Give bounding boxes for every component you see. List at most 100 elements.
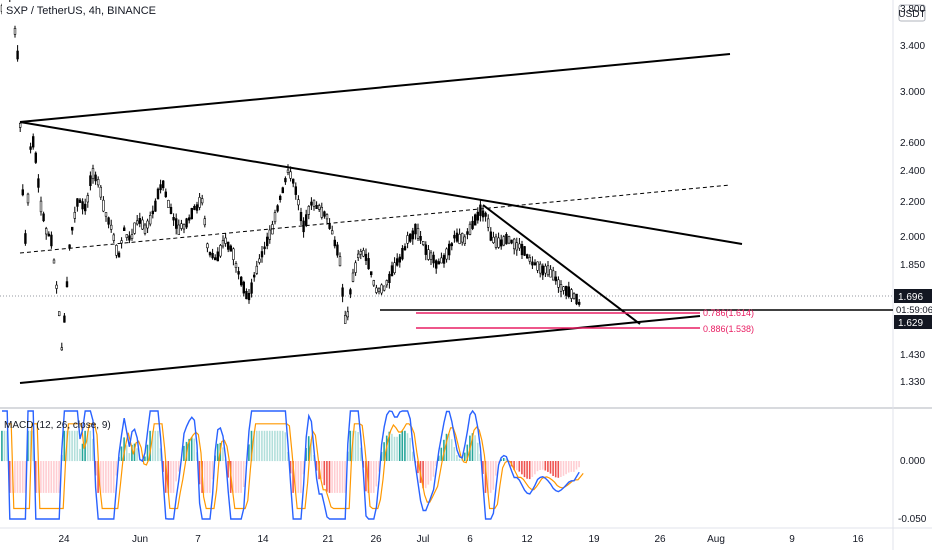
candle-body: [486, 218, 490, 228]
price-tick: 3.400: [900, 41, 925, 52]
macd-histogram-bar: [398, 434, 401, 461]
macd-histogram-bar: [16, 461, 19, 493]
macd-histogram-bar: [81, 443, 84, 461]
dashed-midline[interactable]: [19, 184, 731, 254]
candle-body: [250, 282, 253, 294]
short-descending-trendline[interactable]: [482, 204, 641, 325]
candle-body: [346, 311, 349, 318]
time-tick: 9: [789, 534, 795, 545]
macd-histogram-bar: [261, 430, 263, 462]
candle-body: [533, 262, 537, 266]
macd-histogram-bar: [258, 430, 261, 462]
candle-body: [188, 217, 191, 221]
candle-body: [180, 223, 183, 229]
macd-histogram-bar: [380, 451, 383, 461]
upper-rising-trendline[interactable]: [19, 53, 731, 123]
macd-histogram-bar: [482, 461, 484, 474]
candle-body: [525, 254, 529, 259]
candle-body: [255, 265, 258, 274]
fib-0886-label: 0.886(1.538): [703, 324, 754, 334]
macd-histogram-bar: [539, 461, 541, 470]
candle-body: [182, 224, 186, 230]
candle-body: [65, 281, 69, 288]
candle-body: [440, 257, 443, 264]
candle-body: [214, 257, 217, 261]
macd-histogram-bar: [534, 461, 536, 475]
candle-body: [333, 239, 336, 247]
symbol-title[interactable]: SXP / TetherUS, 4h, BINANCE: [6, 5, 156, 17]
macd-histogram-bar: [573, 461, 575, 472]
candle-body: [245, 290, 248, 300]
macd-histogram-bar: [227, 461, 229, 478]
macd-histogram-bar: [484, 461, 487, 493]
macd-histogram-bar: [313, 455, 315, 461]
time-tick: 21: [322, 534, 334, 545]
currency-badge[interactable]: [898, 4, 926, 22]
time-tick: 26: [654, 534, 666, 545]
macd-histogram-bar: [172, 461, 175, 493]
candle-body: [492, 236, 495, 243]
candle-body: [359, 251, 362, 255]
macd-histogram-bar: [445, 433, 448, 461]
macd-histogram-bar: [105, 461, 107, 493]
candle-body: [312, 199, 316, 207]
macd-histogram-bar: [393, 436, 396, 461]
macd-histogram-bar: [250, 430, 253, 462]
macd-histogram-bar: [248, 444, 250, 461]
macd-histogram-bar: [131, 444, 133, 461]
candle-body: [528, 257, 532, 262]
macd-histogram-bar: [315, 461, 318, 471]
macd-histogram-bar: [367, 461, 370, 493]
candle-body: [369, 271, 373, 276]
macd-histogram-bar: [21, 461, 24, 493]
macd-histogram-bar: [292, 461, 294, 493]
macd-histogram-bar: [40, 461, 42, 493]
descending-resistance-trendline[interactable]: [19, 121, 743, 245]
candle-body: [325, 214, 329, 220]
candle-body: [549, 269, 552, 278]
candle-body: [330, 230, 334, 235]
macd-histogram-bar: [86, 430, 89, 462]
candle-body: [31, 136, 35, 148]
candle-body: [450, 243, 453, 247]
candle-body: [227, 241, 230, 250]
lower-support-trendline[interactable]: [19, 315, 701, 384]
candle-body: [258, 258, 261, 263]
candle-body: [505, 234, 508, 245]
macd-histogram-bar: [375, 461, 378, 487]
candle-body: [343, 315, 347, 324]
candle-body: [302, 220, 305, 233]
candle-body: [50, 234, 53, 247]
macd-histogram-bar: [474, 435, 476, 461]
macd-histogram-bar: [500, 459, 502, 461]
macd-histogram-bar: [326, 461, 328, 492]
macd-histogram-bar: [453, 447, 456, 461]
candle-body: [323, 211, 326, 217]
candle-body: [91, 168, 95, 179]
macd-histogram-bar: [289, 461, 292, 474]
candle-body: [198, 197, 201, 208]
macd-histogram-bar: [476, 442, 479, 461]
macd-histogram-bar: [125, 445, 128, 461]
time-tick: 26: [370, 534, 382, 545]
last-price-tag-label: 1.696: [898, 292, 923, 303]
candle-body: [99, 186, 103, 198]
candle-body: [143, 224, 147, 234]
candle-body: [130, 234, 134, 239]
macd-histogram-bar: [102, 461, 105, 493]
candle-body: [466, 231, 469, 235]
price-tick: 2.400: [900, 166, 925, 177]
candle-body: [16, 50, 19, 60]
candle-body: [57, 311, 61, 317]
candle-body: [115, 245, 118, 256]
candle-body: [21, 189, 24, 196]
candle-body: [78, 199, 82, 203]
macd-histogram-bar: [167, 461, 170, 493]
candle-body: [520, 244, 524, 256]
macd-histogram-bar: [396, 436, 398, 461]
macd-histogram-bar: [333, 461, 336, 493]
macd-legend[interactable]: MACD (12, 26, close, 9): [4, 420, 111, 431]
line-price-tag: [894, 315, 932, 329]
macd-histogram-bar: [578, 461, 580, 468]
